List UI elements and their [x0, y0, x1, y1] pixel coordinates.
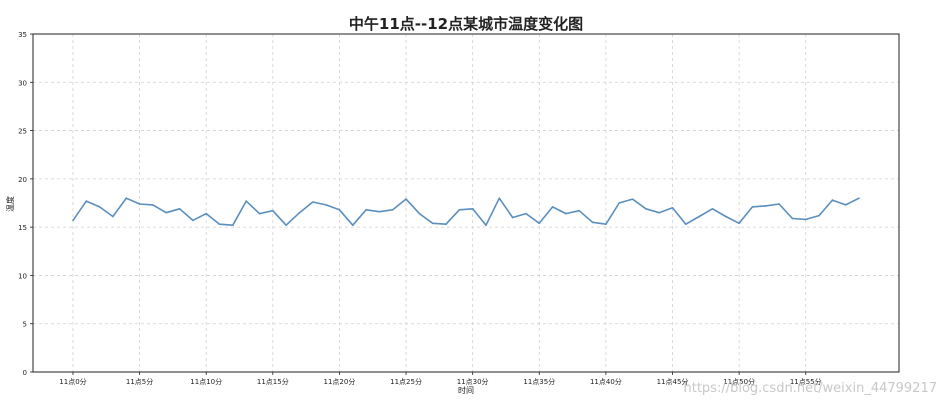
- data-point: [445, 223, 447, 226]
- x-tick-label: 11点20分: [324, 377, 356, 386]
- x-tick-label: 11点15分: [257, 377, 289, 386]
- data-point: [485, 224, 487, 227]
- data-point: [232, 224, 234, 227]
- grid: [33, 33, 899, 373]
- data-point: [192, 219, 194, 222]
- data-point: [565, 212, 567, 215]
- data-point: [831, 199, 834, 201]
- data-point: [112, 215, 114, 218]
- y-tick-label: 35: [18, 31, 27, 39]
- data-point: [85, 200, 88, 202]
- x-tick-label: 11点55分: [790, 377, 822, 386]
- x-tick-label: 11点30分: [457, 377, 489, 386]
- data-point: [98, 206, 101, 208]
- data-point: [764, 205, 767, 207]
- data-point: [804, 218, 807, 221]
- data-point: [538, 222, 541, 225]
- x-tick-label: 11点45分: [657, 377, 689, 386]
- data-point: [138, 203, 141, 205]
- y-axis-label: 温度: [5, 196, 15, 212]
- data-point: [725, 215, 727, 218]
- x-axis-label: 时间: [458, 385, 474, 395]
- data-point: [631, 198, 634, 200]
- data-point: [844, 204, 847, 206]
- data-point: [218, 223, 221, 226]
- x-tick-label: 11点10分: [190, 377, 222, 386]
- data-point: [431, 222, 434, 225]
- data-point: [711, 207, 714, 210]
- data-point: [511, 216, 514, 219]
- series-layer: [72, 197, 860, 227]
- x-tick-label: 11点35分: [523, 377, 555, 386]
- data-point: [645, 207, 647, 210]
- data-point: [205, 212, 207, 215]
- watermark: https://blog.csdn.net/weixin_44799217: [683, 381, 937, 396]
- y-tick-label: 15: [18, 224, 27, 232]
- data-point: [298, 211, 301, 214]
- data-point: [391, 208, 394, 211]
- data-point: [338, 208, 341, 211]
- data-point: [351, 224, 354, 227]
- data-point: [578, 209, 581, 212]
- data-point: [525, 212, 527, 215]
- y-tick-label: 0: [23, 369, 27, 377]
- data-point: [751, 206, 754, 208]
- y-tick-label: 30: [18, 79, 27, 87]
- data-point: [591, 221, 594, 224]
- y-ticks: 0 5 10 15 20 25 30 35: [18, 31, 33, 377]
- data-point: [165, 211, 168, 214]
- data-point: [498, 197, 501, 199]
- data-point: [818, 214, 820, 217]
- x-ticks: 11点0分 11点5分 11点10分 11点15分 11点20分 11点25分 11点30分…: [59, 372, 822, 386]
- data-point: [258, 212, 261, 215]
- data-point: [245, 200, 247, 202]
- x-tick-label: 11点25分: [390, 377, 422, 386]
- data-point: [405, 198, 407, 200]
- x-tick-label: 11点5分: [126, 377, 153, 386]
- y-tick-label: 20: [18, 176, 27, 184]
- data-point: [658, 211, 660, 214]
- data-point: [605, 223, 607, 226]
- data-point: [551, 206, 554, 208]
- data-point: [152, 204, 154, 206]
- y-tick-label: 5: [23, 321, 27, 329]
- data-point: [365, 208, 367, 211]
- data-point: [311, 201, 314, 203]
- data-point: [671, 207, 674, 209]
- data-point: [178, 207, 181, 210]
- data-point: [778, 203, 780, 205]
- data-point: [378, 210, 381, 213]
- y-tick-label: 10: [18, 272, 27, 280]
- data-point: [685, 223, 687, 226]
- data-point: [418, 212, 421, 215]
- plot-frame: [32, 33, 900, 373]
- data-point: [125, 197, 128, 199]
- x-tick-label: 11点0分: [59, 377, 86, 386]
- chart-title: 中午11点--12点某城市温度变化图: [349, 15, 583, 33]
- data-point: [698, 215, 700, 218]
- x-tick-label: 11点50分: [723, 377, 755, 386]
- data-point: [858, 197, 860, 199]
- y-tick-label: 25: [18, 128, 27, 136]
- data-point: [471, 207, 474, 210]
- data-point: [272, 209, 274, 212]
- data-point: [791, 217, 794, 220]
- data-point: [618, 202, 621, 204]
- data-point: [72, 219, 74, 222]
- data-point: [458, 208, 461, 211]
- x-tick-label: 11点40分: [590, 377, 622, 386]
- data-point: [325, 204, 327, 206]
- data-point: [738, 222, 740, 225]
- temperature-series-line: [72, 197, 860, 226]
- data-point: [285, 224, 287, 227]
